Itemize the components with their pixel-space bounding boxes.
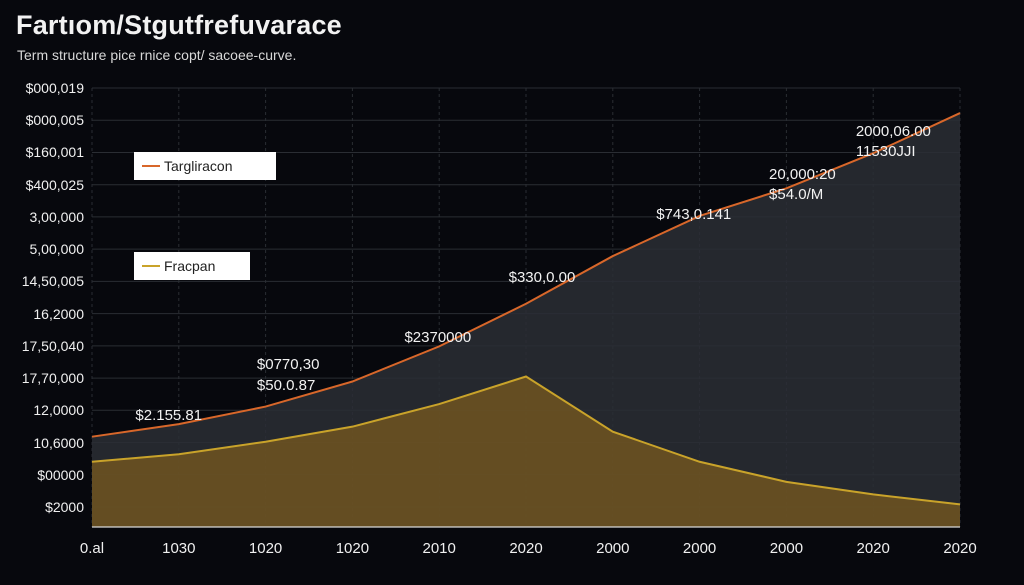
y-tick-label: $160,001 [25,144,84,161]
x-tick-label: 2000 [769,540,804,557]
x-tick-label: 2020 [943,540,977,557]
y-tick-label: $00000 [37,466,84,483]
legend-item-1: Targliracon [134,152,276,180]
y-tick-label: 16,2000 [33,305,84,322]
legend-swatch-orange [142,165,160,167]
x-tick-label: 2000 [682,540,717,557]
data-label: 11530JJI [855,143,916,161]
y-tick-label: 3,00,000 [29,208,85,225]
y-tick-label: $400,025 [25,176,84,193]
data-label: $2370000 [404,328,472,346]
data-label: $743,0.141 [656,205,732,223]
chart-title: Fartıom/Stgutfrefuvarace [16,10,342,40]
series-2-line [91,375,961,506]
data-label: $54.0/M [769,185,824,203]
data-label: $330,0.00 [508,268,576,286]
data-label: $2.155.81 [135,406,203,424]
x-tick-label: 1030 [162,540,196,557]
y-tick-label: 12,0000 [33,402,84,419]
y-tick-label: $000,005 [25,112,84,129]
x-tick-label: 2000 [596,540,630,557]
series-2-area [92,376,960,527]
series-1-line [91,112,961,438]
y-tick-label: $2000 [45,499,84,515]
x-tick-label: 2010 [422,540,456,557]
y-tick-label: 17,50,040 [21,337,84,354]
data-label: $50.0.87 [256,376,316,394]
data-label: $0770,30 [256,356,320,374]
chart-subtitle: Term structure pice rnice copt/ sacoee-c… [17,47,297,63]
x-tick-label: 1020 [248,540,283,557]
data-label: 20,000:20 [769,165,836,183]
series-1-area [92,113,960,527]
y-tick-label: 17,70,000 [21,370,84,387]
x-tick-label: 1020 [335,540,370,557]
x-tick-label: 0.al [79,540,105,557]
legend-item-2: Fracpan [134,252,250,280]
y-tick-label: 10,6000 [33,434,84,451]
legend-swatch-gold [142,265,160,267]
y-tick-label: 14,50,005 [21,273,84,290]
data-label: 2000,06.00 [855,123,931,141]
y-tick-label: $000,019 [25,80,84,96]
legend-label-1: Targliracon [164,158,233,174]
x-tick-label: 2020 [509,540,543,557]
y-tick-label: 5,00,000 [29,241,85,258]
legend-label-2: Fracpan [164,258,216,274]
x-tick-label: 2020 [856,540,890,557]
